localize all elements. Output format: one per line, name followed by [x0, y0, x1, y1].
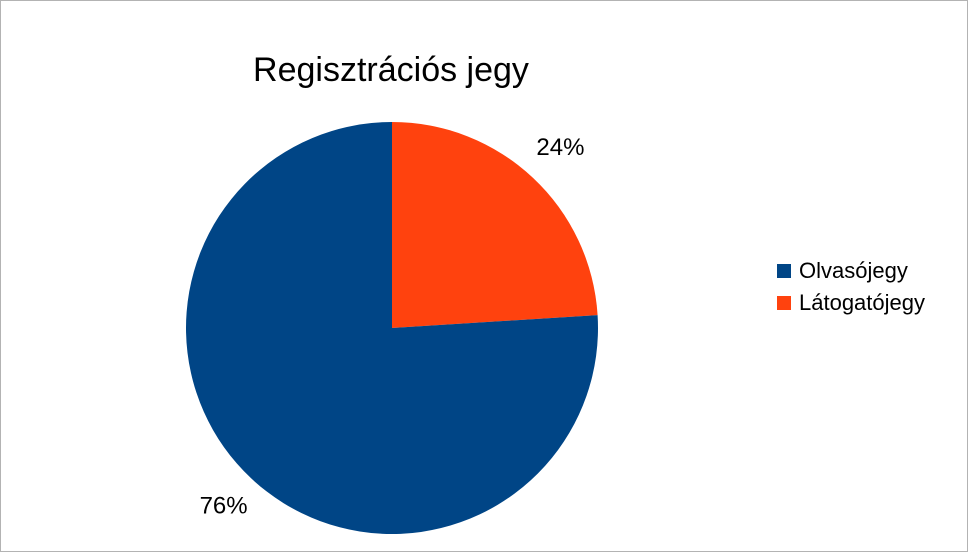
legend-swatch-olvasojegy: [777, 264, 791, 278]
chart-title: Regisztrációs jegy: [253, 51, 529, 89]
legend: Olvasójegy Látogatójegy: [777, 257, 925, 321]
pie-slice-1: [392, 122, 598, 328]
pie-slices: [185, 122, 598, 534]
pie-labels: 76% 24%: [200, 134, 585, 520]
legend-label-olvasojegy: Olvasójegy: [799, 258, 908, 283]
legend-item-latogatojegy: Látogatójegy: [777, 289, 925, 317]
legend-label-latogatojegy: Látogatójegy: [799, 290, 925, 315]
data-label-1: 24%: [536, 134, 584, 161]
legend-swatch-latogatojegy: [777, 296, 791, 310]
legend-item-olvasojegy: Olvasójegy: [777, 257, 925, 285]
pie-slice-0: [185, 122, 598, 534]
data-label-0: 76%: [200, 493, 248, 520]
